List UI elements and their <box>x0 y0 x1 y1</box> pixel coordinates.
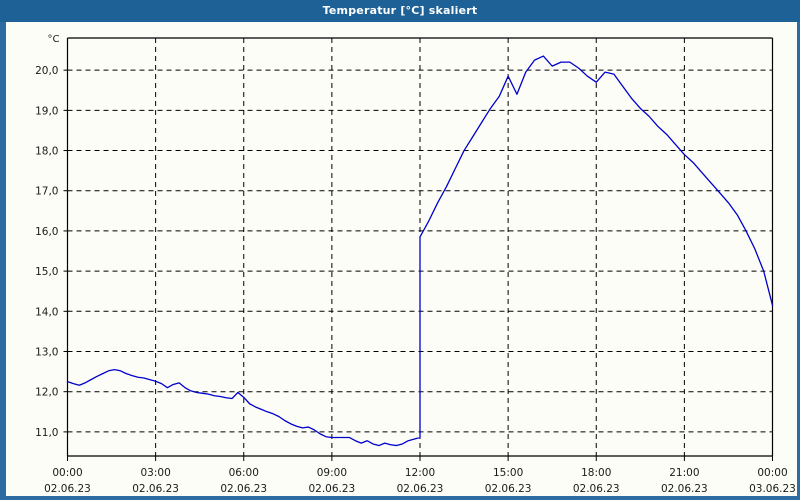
x-tick-date-label: 02.06.23 <box>44 483 91 495</box>
x-tick-date-label: 02.06.23 <box>573 483 620 495</box>
chart-plot-container: °C 20,0 19,0 18,0 17,0 16,0 15,0 14,0 13,0 12,0 1… <box>0 22 800 500</box>
x-tick-date-label: 02.06.23 <box>220 483 267 495</box>
x-tick-date-label: 02.06.23 <box>397 483 444 495</box>
x-tick-time-label: 06:00 <box>229 467 259 479</box>
right-accent-stripe <box>797 0 800 500</box>
x-tick-date-label: 02.06.23 <box>485 483 532 495</box>
x-tick-time-label: 00:00 <box>757 467 787 479</box>
temperature-series-line <box>66 55 774 447</box>
x-tick-date-label: 02.06.23 <box>308 483 355 495</box>
x-tick-time-label: 21:00 <box>669 467 699 479</box>
y-tick-label: 17,0 <box>35 186 58 198</box>
temperature-line-chart: °C 20,0 19,0 18,0 17,0 16,0 15,0 14,0 13,0 12,0 1… <box>35 34 796 495</box>
bottom-accent-stripe <box>0 496 800 500</box>
y-axis-unit-group: °C <box>48 34 60 45</box>
y-tick-label: 15,0 <box>35 266 58 278</box>
x-tick-time-label: 15:00 <box>493 467 523 479</box>
x-tick-time-label: 18:00 <box>581 467 611 479</box>
x-tick-time-label: 03:00 <box>140 467 170 479</box>
x-tick-date-label: 02.06.23 <box>661 483 708 495</box>
y-tick-label: 13,0 <box>35 347 58 359</box>
y-tick-label: 18,0 <box>35 146 58 158</box>
x-tick-date-label: 02.06.23 <box>132 483 179 495</box>
y-tick-label: 19,0 <box>35 105 58 117</box>
y-tick-label: 14,0 <box>35 306 58 318</box>
x-tick-time-label: 00:00 <box>52 467 82 479</box>
left-accent-stripe <box>0 0 6 500</box>
x-tick-date-label: 03.06.23 <box>749 483 796 495</box>
y-tick-label: 12,0 <box>35 387 58 399</box>
x-tick-time-label: 12:00 <box>405 467 435 479</box>
y-axis-tick-labels: 20,0 19,0 18,0 17,0 16,0 15,0 14,0 13,0 12,0 11,0 <box>35 65 58 439</box>
axis-lines <box>66 37 774 457</box>
y-tick-label: 20,0 <box>35 65 58 77</box>
y-tick-label: 11,0 <box>35 427 58 439</box>
temperature-data-line <box>66 55 774 447</box>
y-tick-label: 16,0 <box>35 226 58 238</box>
chart-title: Temperatur [°C] skaliert <box>322 4 478 17</box>
x-axis-tick-labels: 00:00 02.06.23 03:00 02.06.23 06:00 02.06.23 0… <box>44 467 796 495</box>
title-bar: Temperatur [°C] skaliert <box>0 0 800 22</box>
axis-tick-marks <box>63 69 773 461</box>
x-tick-time-label: 09:00 <box>317 467 347 479</box>
y-axis-unit-label: °C <box>48 34 60 45</box>
